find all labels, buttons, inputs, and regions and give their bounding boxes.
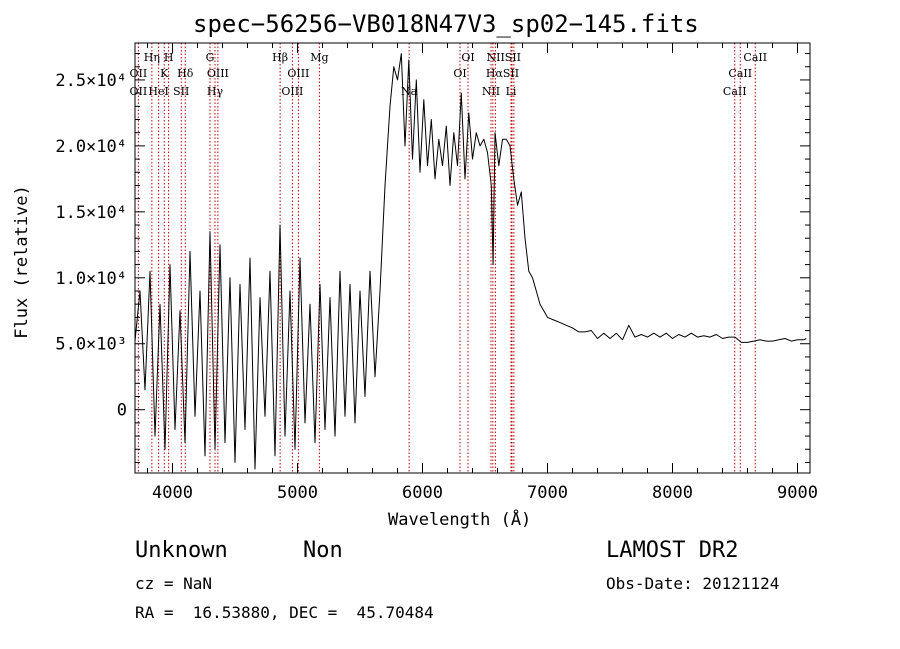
observation-date: Obs-Date: 20121124 [606, 574, 780, 593]
spectral-line-label: NII [482, 85, 500, 98]
spectral-line-label: HeI [148, 85, 168, 98]
y-tick-label: 0 [117, 401, 127, 421]
object-subclass: Non [303, 538, 343, 563]
spectral-line-label: OIII [281, 85, 303, 98]
x-tick-label: 7000 [527, 483, 568, 503]
x-tick-label: 5000 [277, 483, 318, 503]
y-tick-label: 1.5×10⁴ [55, 203, 127, 223]
spectral-line-label: OIII [207, 67, 229, 80]
x-tick-label: 9000 [777, 483, 818, 503]
spectral-line-label: Mg [310, 51, 328, 64]
chart-title: spec−56256−VB018N47V3_sp02−145.fits [193, 10, 699, 38]
spectral-line-label: Hβ [272, 51, 288, 64]
spectral-line-label: CaII [743, 51, 767, 64]
y-tick-label: 1.0×10⁴ [55, 269, 127, 289]
spectral-line-label: NIISII [486, 51, 521, 64]
x-tick-label: 8000 [652, 483, 693, 503]
spectral-line-label: OI [461, 51, 474, 64]
y-tick-label: 2.0×10⁴ [55, 137, 127, 157]
spectral-line-label: HαSII [486, 67, 519, 80]
spectral-line-label: OII [130, 85, 148, 98]
spectral-line-label: Li [506, 85, 517, 98]
x-tick-label: 4000 [152, 483, 193, 503]
spectrum-line [134, 53, 807, 470]
survey-name: LAMOST DR2 [606, 538, 739, 563]
spectral-line-label: Hδ [177, 67, 194, 80]
spectral-line-label: Na [401, 85, 418, 98]
x-axis-label: Wavelength (Å) [388, 510, 532, 530]
spectral-line-label: OIII [287, 67, 309, 80]
spectral-line-label: Hη [144, 51, 160, 64]
y-tick-label: 2.5×10⁴ [55, 71, 127, 91]
object-class: Unknown [135, 538, 228, 563]
spectral-line-label: H [164, 51, 174, 64]
spectral-line-label: OII [130, 67, 148, 80]
spectral-line-label: K [160, 67, 169, 80]
spectral-line-label: CaII [728, 67, 752, 80]
redshift-cz: cz = NaN [135, 574, 213, 593]
spectral-line-label: OI [453, 67, 466, 80]
y-axis-label: Flux (relative) [12, 185, 32, 339]
spectral-line-label: Hγ [207, 85, 224, 98]
spectral-line-label: SII [173, 85, 189, 98]
spectral-line-label: G [206, 51, 215, 64]
ra-dec-coords: RA = 16.53880, DEC = 45.70484 [135, 603, 434, 622]
y-tick-label: 5.0×10³ [55, 335, 127, 355]
x-tick-label: 6000 [402, 483, 443, 503]
spectral-line-label: CaII [723, 85, 747, 98]
